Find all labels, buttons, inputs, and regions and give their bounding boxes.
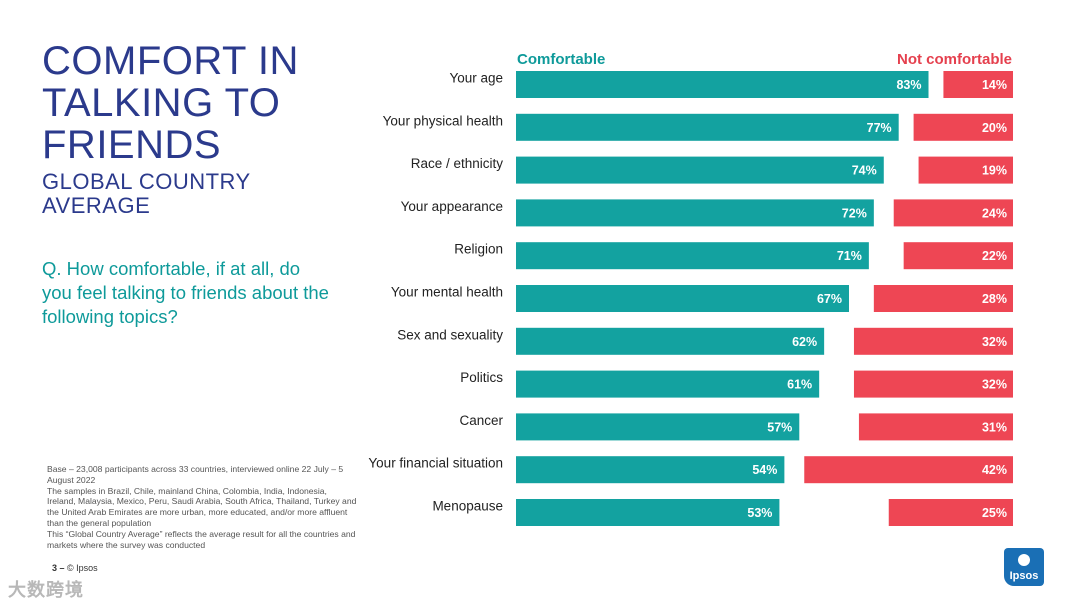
bar-not-comfortable xyxy=(918,156,1013,184)
bar-comfortable xyxy=(516,156,884,184)
category-label: Your mental health xyxy=(391,285,503,300)
value-label-not-comfortable: 31% xyxy=(982,420,1007,434)
category-label: Your appearance xyxy=(401,199,503,214)
title-line-3: FRIENDS xyxy=(42,123,222,167)
note-base: Base – 23,008 participants across 33 cou… xyxy=(47,464,344,485)
logo-dot-icon xyxy=(1018,554,1030,566)
bar-not-comfortable xyxy=(853,370,1013,398)
value-label-not-comfortable: 14% xyxy=(982,78,1007,92)
bar-comfortable xyxy=(516,370,820,398)
bar-comfortable xyxy=(516,499,780,526)
bar-not-comfortable xyxy=(804,456,1013,484)
note-samples: The samples in Brazil, Chile, mainland C… xyxy=(47,485,357,528)
value-label-not-comfortable: 20% xyxy=(982,121,1007,135)
category-label: Politics xyxy=(460,370,503,385)
value-label-not-comfortable: 32% xyxy=(982,378,1007,392)
value-label-not-comfortable: 42% xyxy=(982,463,1007,477)
value-label-not-comfortable: 25% xyxy=(982,506,1007,520)
value-label-not-comfortable: 32% xyxy=(982,335,1007,349)
value-label-comfortable: 57% xyxy=(767,420,792,434)
value-label-not-comfortable: 28% xyxy=(982,292,1007,306)
bar-not-comfortable xyxy=(903,242,1013,270)
bar-comfortable xyxy=(516,327,825,355)
title-line-2: TALKING TO xyxy=(42,81,281,125)
note-average: This “Global Country Average” reflects t… xyxy=(47,528,356,550)
value-label-comfortable: 53% xyxy=(747,506,772,520)
bar-not-comfortable xyxy=(943,71,1013,98)
category-label: Religion xyxy=(454,242,503,257)
value-label-comfortable: 83% xyxy=(896,78,921,92)
title-line-1: COMFORT IN xyxy=(42,39,299,83)
value-label-comfortable: 62% xyxy=(792,335,817,349)
value-label-comfortable: 72% xyxy=(842,206,867,220)
category-label: Your age xyxy=(449,71,503,86)
methodology-notes: Base – 23,008 participants across 33 cou… xyxy=(47,464,357,550)
bar-comfortable xyxy=(516,242,869,270)
value-label-comfortable: 74% xyxy=(852,164,877,178)
bar-comfortable xyxy=(516,456,785,484)
value-label-comfortable: 54% xyxy=(752,463,777,477)
category-label: Your financial situation xyxy=(368,456,503,471)
bar-comfortable xyxy=(516,285,849,312)
bar-not-comfortable xyxy=(858,413,1013,441)
bar-not-comfortable xyxy=(888,499,1013,526)
survey-question: Q. How comfortable, if at all, do you fe… xyxy=(42,258,329,327)
bar-comfortable xyxy=(516,71,929,98)
bar-not-comfortable xyxy=(853,327,1013,355)
logo-text: Ipsos xyxy=(1009,570,1039,582)
bar-not-comfortable xyxy=(873,285,1013,312)
copyright: © Ipsos xyxy=(67,563,98,573)
value-label-comfortable: 77% xyxy=(867,121,892,135)
value-label-comfortable: 71% xyxy=(837,249,862,263)
bar-not-comfortable xyxy=(913,113,1013,141)
bar-not-comfortable xyxy=(893,199,1013,227)
page-title: COMFORT IN TALKING TO FRIENDS xyxy=(42,40,299,166)
ipsos-logo: Ipsos xyxy=(1004,548,1044,586)
value-label-not-comfortable: 24% xyxy=(982,206,1007,220)
watermark: 大数跨境 xyxy=(8,580,84,600)
page-subtitle: GLOBAL COUNTRY AVERAGE xyxy=(42,170,251,218)
footer: 3 – © Ipsos xyxy=(52,563,98,573)
category-label: Sex and sexuality xyxy=(397,327,503,342)
category-label: Your physical health xyxy=(383,113,503,128)
value-label-not-comfortable: 19% xyxy=(982,164,1007,178)
legend-not-comfortable: Not comfortable xyxy=(897,51,1012,68)
bar-comfortable xyxy=(516,413,800,441)
value-label-comfortable: 61% xyxy=(787,378,812,392)
page-number: 3 – xyxy=(52,563,65,573)
bar-group: Your age 83% 14% Your physical health 77% 20%… xyxy=(368,71,1013,526)
category-label: Race / ethnicity xyxy=(411,156,504,171)
subtitle-line-2: AVERAGE xyxy=(42,193,151,218)
legend-comfortable: Comfortable xyxy=(517,51,605,68)
bar-comfortable xyxy=(516,199,874,227)
value-label-comfortable: 67% xyxy=(817,292,842,306)
value-label-not-comfortable: 22% xyxy=(982,249,1007,263)
bar-comfortable xyxy=(516,113,899,141)
category-label: Menopause xyxy=(432,499,503,514)
subtitle-line-1: GLOBAL COUNTRY xyxy=(42,169,251,194)
category-label: Cancer xyxy=(459,413,503,428)
